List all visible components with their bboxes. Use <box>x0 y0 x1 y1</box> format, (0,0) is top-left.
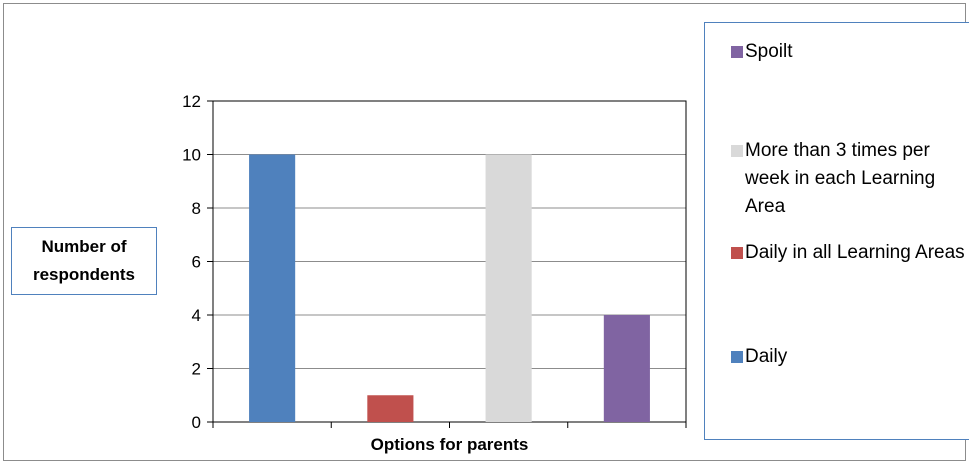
legend-swatch-daily-in-all-learning-areas <box>731 247 743 259</box>
bar-more-than-3-times-per-week-in-each-learning-area <box>485 154 532 422</box>
y-tick-label-6: 6 <box>192 253 201 272</box>
y-axis-title-line-1: Number of <box>41 237 127 256</box>
legend: Spoilt More than 3 times per week in eac… <box>704 22 969 440</box>
bar-daily-in-all-learning-areas <box>367 395 414 422</box>
y-tick-label-0: 0 <box>192 413 201 432</box>
legend-label-daily-in-all-learning-areas: Daily in all Learning Areas <box>745 242 965 263</box>
y-axis-title: Number of respondents <box>11 227 157 295</box>
legend-swatch-spoilt <box>731 46 743 58</box>
y-tick-label-12: 12 <box>182 92 201 111</box>
y-tick-label-8: 8 <box>192 199 201 218</box>
legend-label-daily: Daily <box>745 346 788 367</box>
bar-daily <box>249 154 296 422</box>
x-axis-title: Options for parents <box>370 435 529 454</box>
bar-spoilt <box>603 315 650 422</box>
y-tick-label-10: 10 <box>182 146 201 165</box>
legend-swatch-more-than-3-times <box>731 145 743 157</box>
legend-swatch-daily <box>731 351 743 363</box>
legend-label-spoilt: Spoilt <box>745 41 793 62</box>
legend-label-more-than-3-times: More than 3 times per week in each Learn… <box>745 140 936 217</box>
y-axis-title-line-2: respondents <box>32 265 136 284</box>
y-tick-label-2: 2 <box>192 360 201 379</box>
y-tick-label-4: 4 <box>192 306 201 325</box>
